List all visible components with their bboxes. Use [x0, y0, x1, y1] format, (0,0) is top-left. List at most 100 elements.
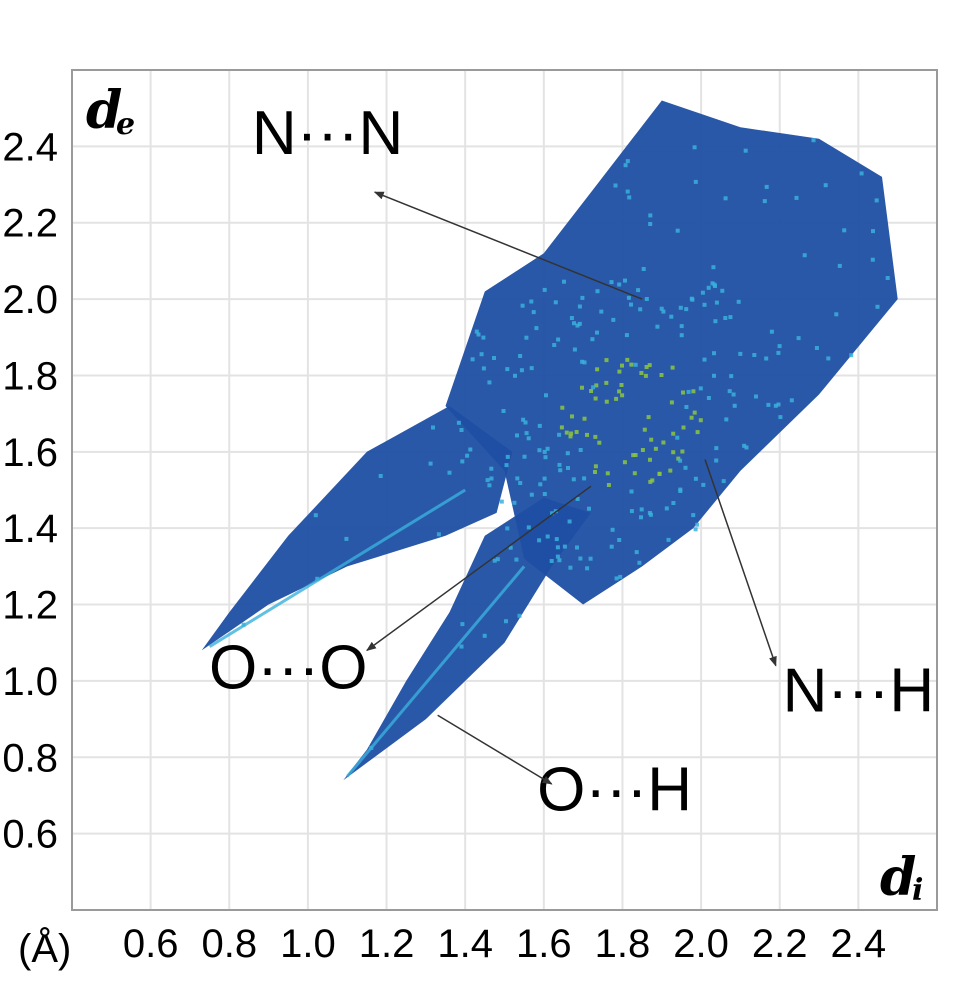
density-point [557, 462, 562, 467]
density-point [689, 415, 694, 420]
density-point [504, 619, 508, 624]
density-point [582, 476, 587, 481]
density-point [550, 511, 555, 516]
density-point [653, 446, 658, 451]
density-point [481, 335, 486, 340]
density-point [487, 483, 492, 488]
density-point [492, 356, 496, 360]
density-point [562, 279, 566, 284]
density-point [470, 357, 475, 362]
density-point [620, 393, 625, 398]
density-point [552, 343, 557, 347]
density-point [644, 365, 649, 369]
density-point [698, 418, 703, 423]
density-point [538, 482, 543, 487]
density-point [617, 369, 622, 374]
density-point [492, 558, 497, 563]
y-tick-label: 2.4 [2, 125, 58, 169]
density-point [566, 466, 570, 470]
y-tick-label: 1.4 [2, 507, 58, 551]
density-point [617, 282, 622, 287]
annotation-label: N···N [252, 99, 404, 168]
density-point [459, 644, 464, 649]
density-point [671, 450, 676, 455]
y-tick-labels: 0.6 0.8 1.0 1.2 1.4 1.6 1.8 2.0 2.2 2.4 [2, 125, 58, 856]
density-point [564, 430, 569, 435]
density-point [638, 307, 643, 312]
y-axis-label: d e [86, 80, 135, 142]
density-point [727, 389, 732, 394]
density-point [776, 402, 781, 407]
density-point [465, 453, 470, 458]
density-point [582, 360, 587, 365]
plot-frame [71, 69, 938, 911]
density-point [620, 363, 624, 368]
density-point [513, 373, 517, 378]
density-point [636, 288, 641, 293]
density-point [802, 253, 807, 258]
density-point [811, 138, 816, 143]
density-point [597, 440, 602, 445]
density-point [436, 532, 441, 537]
density-point [572, 321, 576, 326]
density-point [655, 324, 660, 329]
density-point [599, 309, 604, 314]
density-point [777, 344, 782, 349]
density-point [637, 560, 642, 565]
density-point [641, 267, 646, 271]
density-point [605, 471, 610, 476]
density-point [474, 329, 479, 334]
density-point [578, 556, 583, 561]
density-point [669, 314, 674, 319]
density-point [545, 534, 550, 539]
density-point [823, 183, 828, 188]
density-point [577, 321, 582, 326]
annotation-arrow [373, 191, 643, 300]
density-point [723, 316, 728, 320]
density-point [505, 454, 510, 459]
density-point [593, 396, 598, 401]
density-point [871, 229, 875, 234]
density-point [447, 470, 452, 475]
density-point [569, 431, 574, 436]
density-point [849, 353, 854, 358]
y-tick-label: 1.6 [2, 431, 58, 475]
density-point [526, 525, 531, 530]
density-point [560, 405, 565, 410]
annotation-label: O···H [537, 756, 692, 825]
density-point [485, 478, 490, 483]
x-tick-label: 2.4 [831, 922, 887, 966]
density-point [706, 285, 711, 290]
density-point [542, 287, 547, 292]
density-point [569, 316, 574, 320]
density-point [678, 487, 683, 492]
annotation-arrow [704, 459, 777, 667]
density-point [537, 423, 542, 428]
y-tick-label: 0.6 [2, 813, 58, 857]
density-point [588, 556, 593, 561]
density-point [633, 362, 638, 367]
density-point [769, 329, 774, 334]
density-point [778, 415, 783, 420]
density-point [764, 356, 769, 361]
density-point [508, 545, 513, 550]
density-point [505, 526, 510, 531]
density-point [617, 389, 622, 394]
y-tick-label: 1.2 [2, 584, 58, 628]
density-point [614, 396, 619, 401]
density-point [495, 557, 500, 562]
annotation-arrow [366, 485, 592, 651]
density-point [554, 537, 559, 542]
svg-text:i: i [912, 873, 923, 908]
density-point [629, 302, 633, 307]
density-point [712, 373, 716, 378]
density-point [776, 350, 781, 355]
density-point [562, 544, 567, 549]
density-point [728, 315, 733, 320]
density-point [534, 326, 539, 331]
density-point [649, 437, 654, 442]
density-point [580, 359, 585, 364]
density-point [344, 536, 349, 541]
density-point [675, 228, 680, 233]
contact-annotations: N···N O···O O···H N···H [209, 99, 934, 825]
